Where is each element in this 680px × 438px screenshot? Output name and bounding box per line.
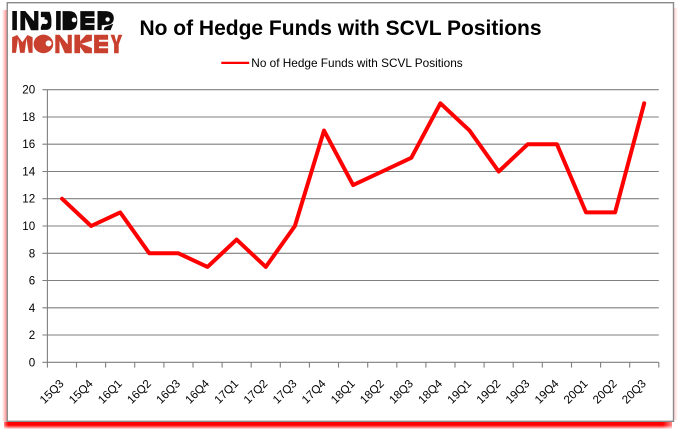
svg-text:16: 16 (22, 138, 35, 151)
svg-text:0: 0 (29, 356, 35, 369)
svg-text:No of Hedge Funds with SCVL Po: No of Hedge Funds with SCVL Positions (139, 17, 541, 40)
svg-text:No of Hedge Funds with SCVL Po: No of Hedge Funds with SCVL Positions (251, 56, 462, 70)
svg-text:2: 2 (29, 329, 35, 342)
svg-text:10: 10 (22, 220, 35, 233)
svg-text:8: 8 (29, 247, 35, 260)
svg-text:20: 20 (22, 84, 35, 97)
svg-text:14: 14 (22, 166, 35, 179)
svg-text:4: 4 (29, 302, 36, 315)
svg-text:6: 6 (29, 275, 35, 288)
svg-text:12: 12 (22, 193, 35, 206)
svg-text:18: 18 (22, 111, 35, 124)
